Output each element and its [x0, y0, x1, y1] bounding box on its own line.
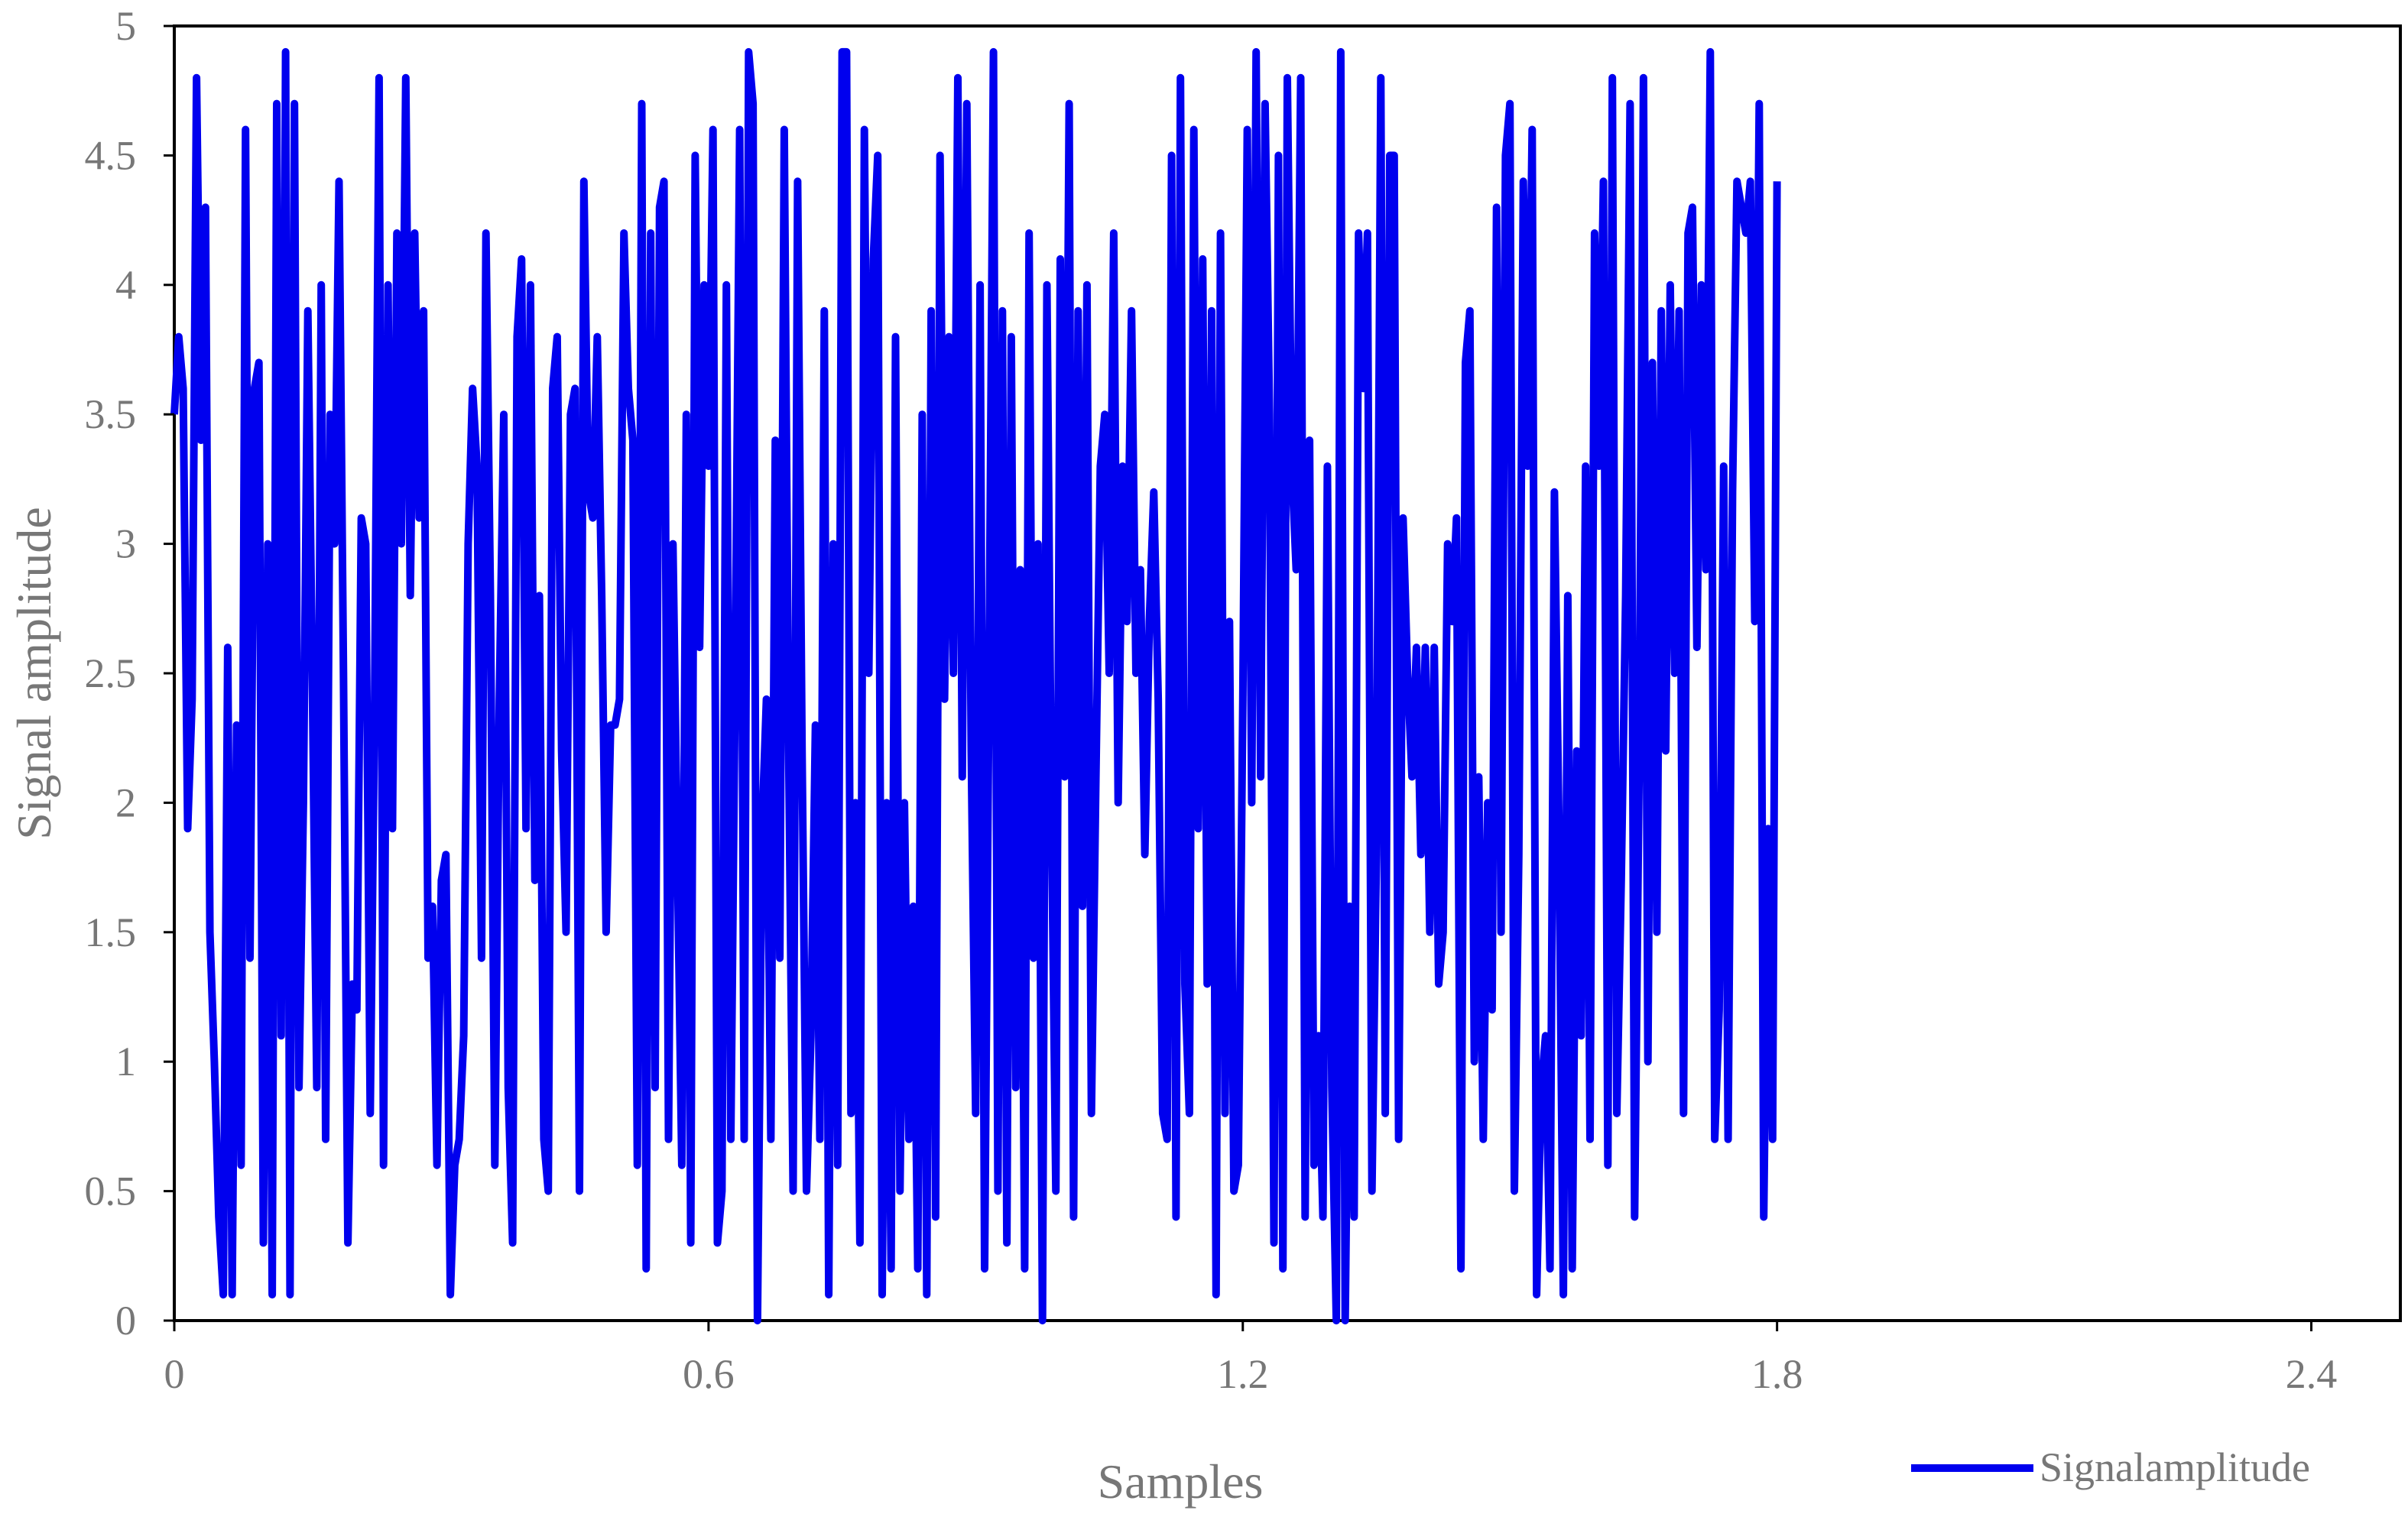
y-axis-title: Signal amplitude: [7, 507, 61, 840]
x-tick-label: 0.6: [683, 1351, 735, 1397]
x-tick-label: 1.8: [1751, 1351, 1803, 1397]
y-tick-label: 4.5: [85, 132, 137, 178]
y-tick-label: 0: [115, 1298, 136, 1344]
y-tick-label: 1.5: [85, 909, 137, 955]
y-tick-label: 0.5: [85, 1169, 137, 1214]
y-tick-label: 3: [115, 521, 136, 567]
x-tick-label: 2.4: [2286, 1351, 2338, 1397]
series-line-0: [170, 47, 1781, 1324]
x-axis-title: Samples: [1098, 1454, 1264, 1509]
y-tick-label: 4: [115, 262, 136, 308]
legend-label: Signalamplitude: [2040, 1444, 2310, 1490]
x-tick-label: 1.2: [1217, 1351, 1269, 1397]
y-tick-label: 1: [115, 1039, 136, 1084]
plot-area: [170, 24, 2402, 1324]
y-tick-label: 3.5: [85, 391, 137, 437]
legend: Signalamplitude: [1911, 1444, 2310, 1490]
y-axis-ticks: 0 0.5 1 1.5 2 2.5 3 3.5 4 4.5 5: [85, 3, 174, 1344]
series-layer: [170, 47, 1781, 1324]
x-axis-ticks: 0 0.6 1.2 1.8 2.4: [164, 1321, 2338, 1397]
y-tick-label: 2.5: [85, 650, 137, 696]
y-tick-label: 5: [115, 3, 136, 49]
y-tick-label: 2: [115, 780, 136, 825]
x-tick-label: 0: [164, 1351, 185, 1397]
